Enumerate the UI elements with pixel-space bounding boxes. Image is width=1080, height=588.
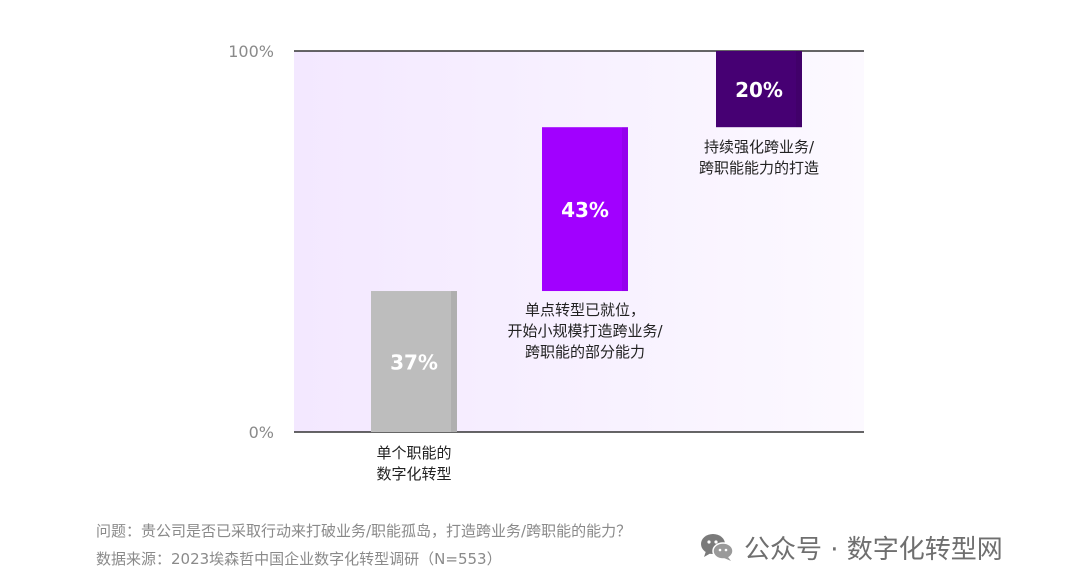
y-tick-label-bottom: 0% — [249, 423, 274, 442]
category-label-3-line-1: 持续强化跨业务/ — [704, 138, 815, 156]
bar-2-shade — [622, 127, 628, 292]
category-label-2-line-3: 跨职能的部分能力 — [525, 343, 645, 361]
category-label-1-line-2: 数字化转型 — [376, 465, 451, 483]
watermark: 公众号 · 数字化转型网 — [700, 527, 1003, 567]
bar-2 — [542, 127, 628, 292]
category-label-2-line-1: 单点转型已就位， — [525, 301, 645, 319]
bar-1-value-label: 37% — [390, 351, 438, 375]
category-label-3-line-2: 跨职能能力的打造 — [699, 159, 819, 177]
bar-1 — [371, 291, 457, 432]
category-label-1-line-1: 单个职能的 — [376, 444, 451, 462]
question-footnote: 问题：贵公司是否已采取行动来打破业务/职能孤岛，打造跨业务/跨职能的能力？ — [96, 522, 632, 540]
bar-3-value-label: 20% — [735, 78, 783, 102]
category-label-2-line-2: 开始小规模打造跨业务/ — [507, 322, 663, 340]
bar-3 — [716, 51, 802, 128]
bar-1-shade — [451, 291, 457, 432]
wechat-icon — [701, 534, 734, 561]
bar-2-value-label: 43% — [561, 198, 609, 222]
source-footnote: 数据来源：2023埃森哲中国企业数字化转型调研（N=553） — [96, 550, 502, 568]
y-tick-label-top: 100% — [228, 42, 274, 61]
bar-3-shade — [796, 51, 802, 128]
watermark-text: 公众号 · 数字化转型网 — [744, 534, 1003, 565]
